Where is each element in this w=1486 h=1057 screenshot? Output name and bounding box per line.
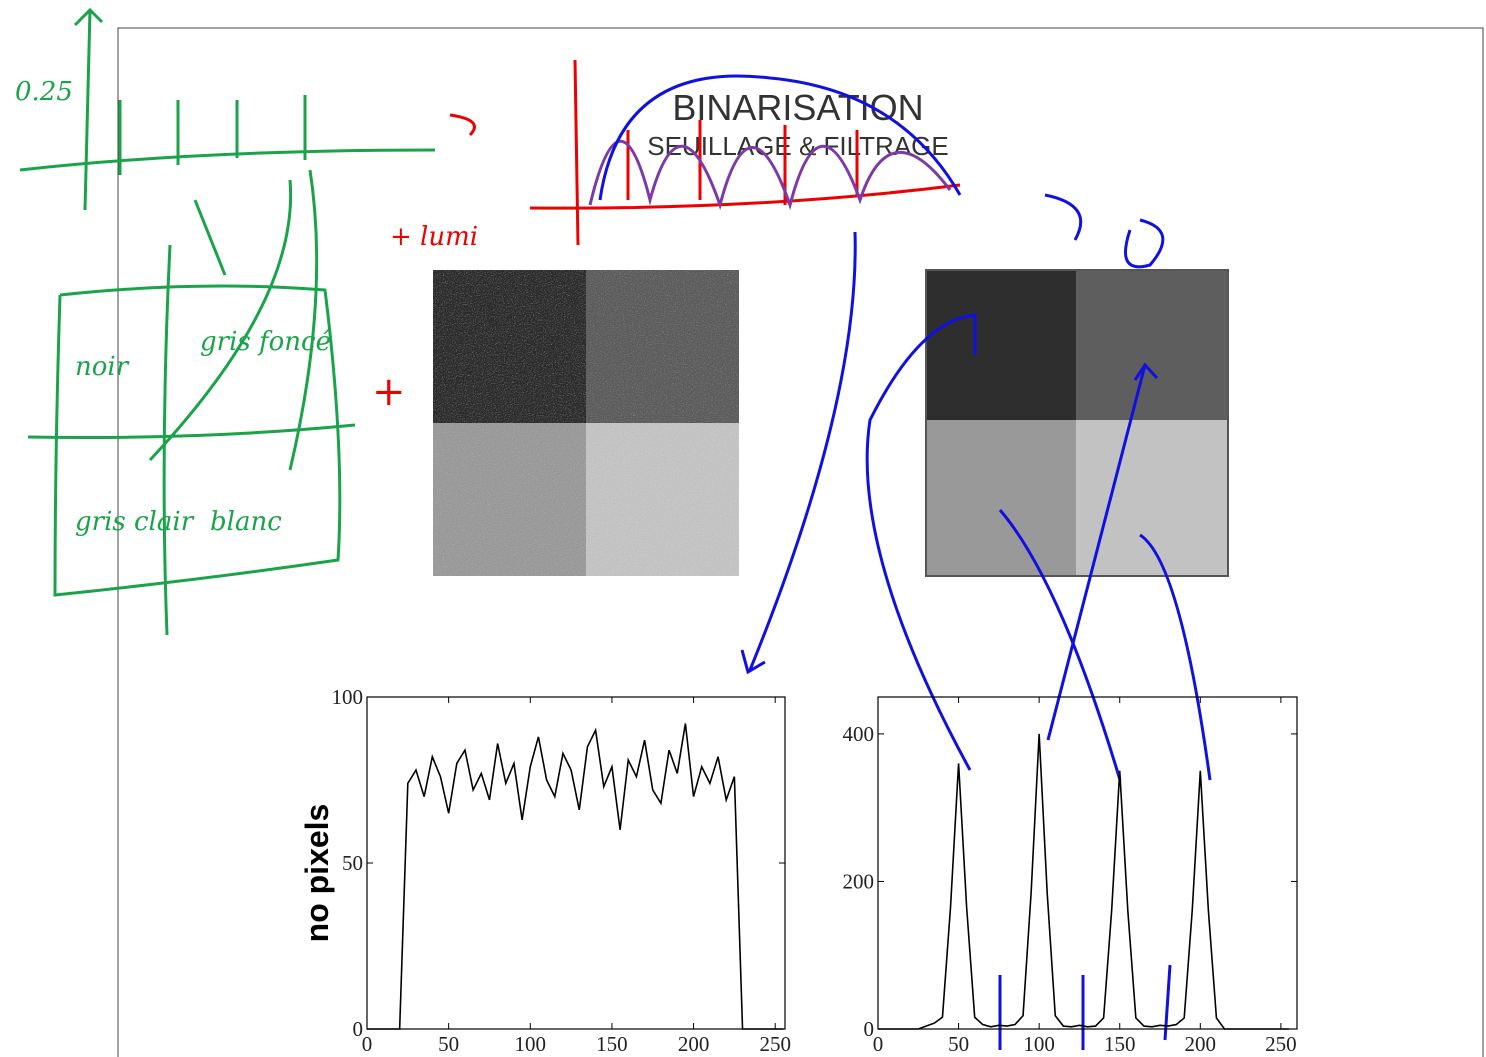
note: 0.25 (15, 77, 73, 107)
x-tick-label: 200 (1185, 1032, 1217, 1056)
slide-subtitle: SEUILLAGE & FILTRAGE (647, 131, 949, 161)
filtered-image (925, 269, 1229, 577)
x-tick-label: 150 (596, 1032, 628, 1056)
x-tick-label: 50 (948, 1032, 969, 1056)
y-tick-label: 50 (342, 851, 363, 875)
y-tick-label: 100 (332, 685, 364, 709)
note: gris clair (75, 507, 195, 537)
x-tick-label: 0 (362, 1032, 373, 1056)
x-tick-label: 50 (438, 1032, 459, 1056)
x-tick-label: 200 (678, 1032, 710, 1056)
y-tick-label: 0 (864, 1017, 875, 1041)
red-sketch (449, 59, 961, 246)
slide-frame (117, 27, 1484, 1057)
noisy-image (433, 270, 739, 576)
histogram-line (367, 723, 784, 1030)
y-axis-label: no pixels (299, 804, 335, 943)
note: gris foncé (200, 327, 331, 357)
green-sketch (19, 7, 436, 636)
x-tick-label: 250 (759, 1032, 791, 1056)
y-tick-label: 400 (843, 722, 875, 746)
x-tick-label: 150 (1104, 1032, 1136, 1056)
plot-frame (366, 696, 786, 1030)
x-tick-label: 100 (515, 1032, 547, 1056)
x-tick-label: 0 (873, 1032, 884, 1056)
x-tick-label: 250 (1265, 1032, 1297, 1056)
note: noir (75, 352, 130, 382)
note: + lumi (390, 222, 478, 252)
y-tick-label: 0 (353, 1017, 364, 1041)
histogram-line (878, 733, 1289, 1030)
y-tick-label: 200 (843, 869, 875, 893)
blue-sketch (598, 74, 1212, 1050)
slide-title: BINARISATION (672, 87, 923, 128)
purple-sketch (588, 139, 952, 211)
note: + (372, 369, 406, 415)
plot-frame (877, 696, 1298, 1030)
note: blanc (210, 507, 282, 537)
x-tick-label: 100 (1023, 1032, 1055, 1056)
